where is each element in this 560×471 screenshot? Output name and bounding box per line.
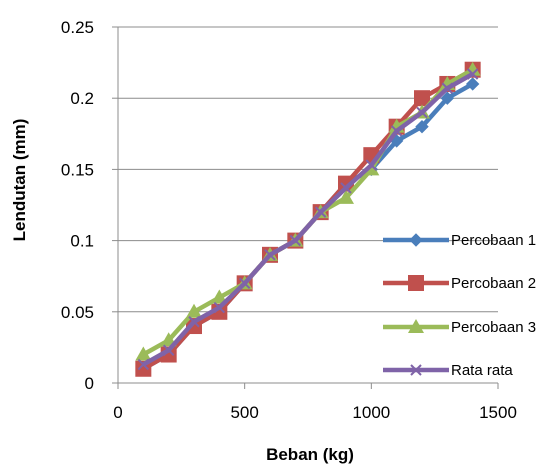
data-point-percobaan-3 [135, 346, 152, 361]
marker-stroke [416, 106, 428, 119]
legend-label: Percobaan 1 [451, 232, 536, 249]
marker-stroke [314, 206, 327, 218]
x-tick-label: 500 [230, 403, 258, 422]
data-point-rata-rata [188, 316, 200, 328]
marker-stroke [390, 125, 403, 137]
legend-marker [410, 364, 422, 376]
data-point-percobaan-3 [186, 303, 202, 318]
data-point-rata-rata [238, 277, 251, 290]
data-point-rata-rata [289, 234, 302, 247]
marker-stroke [238, 277, 251, 290]
x-tick-label: 1500 [479, 403, 517, 422]
legend-item-percobaan-1: Percobaan 1 [383, 232, 536, 249]
data-point-percobaan-1 [465, 77, 480, 91]
x-tick-label: 0 [113, 403, 122, 422]
marker-stroke [137, 358, 150, 371]
data-point-rata-rata [441, 82, 454, 94]
series-rata-rata [137, 68, 479, 371]
data-point-percobaan-2 [414, 90, 430, 107]
y-tick-label: 0.15 [61, 160, 94, 179]
y-tick-label: 0.2 [70, 89, 94, 108]
data-point-percobaan-2 [338, 175, 354, 192]
y-tick-label: 0.1 [70, 232, 94, 251]
marker-stroke [410, 364, 422, 376]
legend-marker [409, 233, 423, 247]
y-tick-label: 0.05 [61, 303, 94, 322]
legend-marker [408, 275, 424, 291]
series-group [135, 61, 481, 377]
data-point-rata-rata [340, 182, 352, 194]
axes [112, 26, 499, 389]
legend-item-percobaan-2: Percobaan 2 [383, 275, 536, 292]
marker-stroke [441, 82, 454, 94]
data-point-rata-rata [365, 159, 378, 171]
data-point-percobaan-1 [415, 119, 429, 134]
grid-lines [118, 26, 498, 313]
data-point-rata-rata [264, 249, 276, 261]
marker-stroke [340, 182, 352, 194]
marker-stroke [289, 234, 302, 247]
y-tick-label: 0 [85, 374, 94, 393]
data-point-percobaan-1 [440, 91, 455, 105]
data-point-percobaan-3 [464, 61, 481, 76]
data-point-rata-rata [416, 106, 428, 119]
data-point-rata-rata [137, 358, 150, 371]
legend-marker [408, 319, 424, 333]
marker-stroke [264, 249, 276, 261]
data-point-percobaan-3 [211, 289, 228, 304]
data-point-rata-rata [466, 68, 479, 80]
x-axis-label: Beban (kg) [266, 445, 354, 464]
marker-stroke [188, 316, 200, 328]
legend-label: Percobaan 3 [451, 319, 536, 336]
legend-label: Percobaan 2 [451, 275, 536, 292]
legend-item-rata-rata: Rata rata [383, 362, 513, 379]
marker-stroke [162, 344, 175, 356]
x-tick-label: 1000 [352, 403, 390, 422]
data-point-rata-rata [162, 344, 175, 356]
x-tick-labels: 0 500 1000 1500 [113, 403, 517, 422]
data-point-rata-rata [213, 301, 226, 314]
data-point-percobaan-3 [338, 189, 354, 204]
legend: Percobaan 1 Percobaan 2 Percobaan 3 Rata ra… [383, 232, 536, 379]
legend-item-percobaan-3: Percobaan 3 [383, 319, 536, 336]
marker-stroke [365, 159, 378, 171]
y-tick-label: 0.25 [61, 18, 94, 37]
data-point-rata-rata [390, 125, 403, 137]
data-point-percobaan-3 [363, 161, 380, 176]
y-axis-label: Lendutan (mm) [10, 119, 29, 242]
data-point-rata-rata [314, 206, 327, 218]
y-tick-labels: 0 0.05 0.1 0.15 0.2 0.25 [61, 18, 94, 393]
marker-stroke [466, 68, 479, 80]
legend-label: Rata rata [451, 362, 513, 379]
marker-stroke [213, 301, 226, 314]
